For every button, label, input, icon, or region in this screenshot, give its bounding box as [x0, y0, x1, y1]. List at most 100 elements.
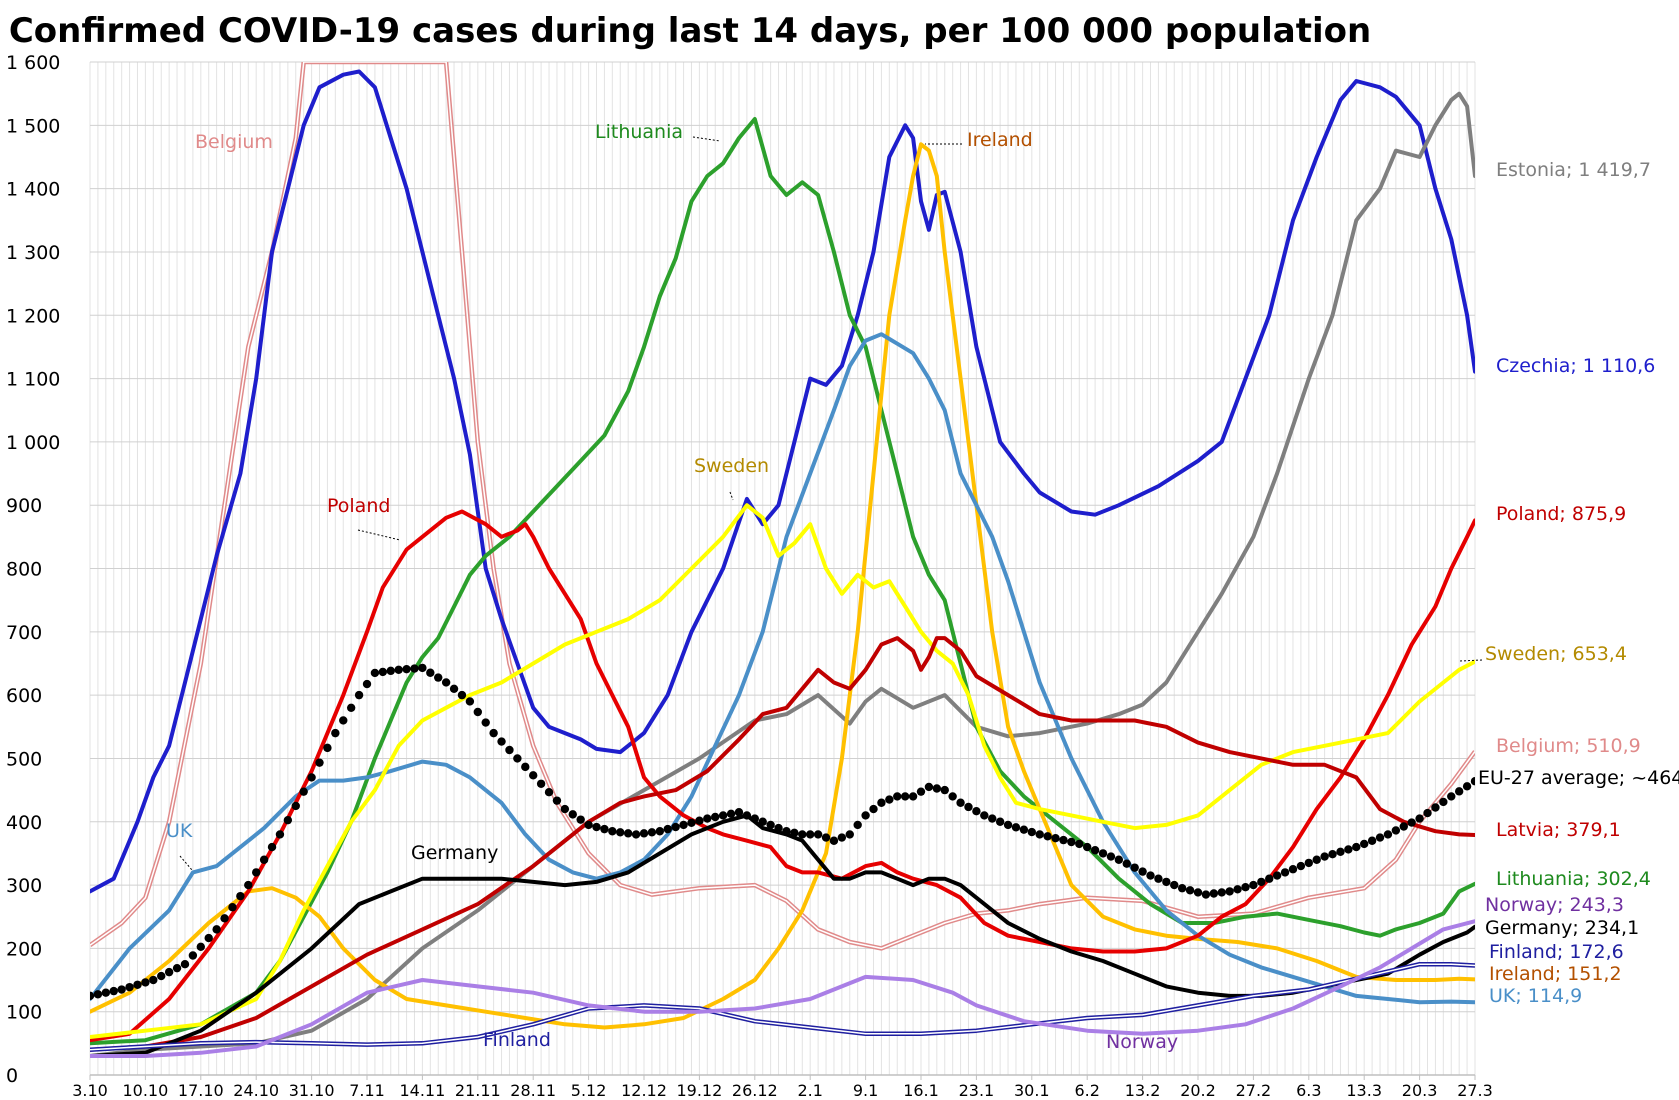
series-estonia-line — [90, 91, 1475, 1058]
x-tick-label: 21.11 — [455, 1081, 501, 1100]
series-eu-27-average-point — [1154, 874, 1163, 883]
series-eu-27-average-point — [877, 798, 886, 807]
label-leader-line — [357, 529, 401, 541]
series-czechia-line — [90, 69, 1475, 894]
series-eu-27-average-point — [1035, 830, 1044, 839]
series-eu-27-average-point — [252, 868, 261, 877]
x-tick-label: 12.12 — [621, 1081, 667, 1100]
series-eu-27-average-point — [1415, 814, 1424, 823]
series-eu-27-average-point — [718, 811, 728, 820]
series-eu-27-average-point — [418, 663, 427, 673]
series-eu-27-average-point — [908, 792, 918, 801]
x-tick-label: 20.2 — [1180, 1081, 1216, 1100]
label-lithuania-302-4: Lithuania; 302,4 — [1496, 868, 1651, 890]
series-eu-27-average-point — [481, 718, 490, 727]
series-eu-27-average-point — [188, 951, 198, 960]
series-eu-27-average-point — [885, 795, 894, 804]
series-eu-27-average-point — [141, 978, 150, 987]
series-eu-27-average-point — [552, 796, 562, 805]
series-eu-27-average-point — [1106, 852, 1116, 861]
series-eu-27-average-point — [639, 829, 649, 838]
series-eu-27-average-point — [291, 801, 300, 811]
series-eu-27-average-point — [1185, 886, 1195, 895]
x-tick-label: 23.1 — [959, 1081, 995, 1100]
series-eu-27-average-point — [932, 784, 942, 793]
series-eu-27-average-point — [307, 773, 316, 782]
series-norway-line — [90, 919, 1475, 1058]
series-eu-27-average-point — [204, 933, 213, 943]
series-eu-27-average-point — [995, 817, 1005, 826]
series-eu-27-average-point — [813, 830, 823, 839]
x-tick-label: 3.10 — [72, 1081, 108, 1100]
x-tick-label: 5.12 — [571, 1081, 607, 1100]
y-tick-label: 1 500 — [6, 115, 60, 137]
series-eu-27-average-point — [267, 842, 277, 852]
series-sweden-line — [90, 503, 1475, 1039]
series-eu-27-average-point — [172, 963, 182, 973]
series-eu-27-average-point — [473, 707, 482, 717]
series-eu-27-average-point — [560, 804, 570, 814]
series-eu-27-average-point — [631, 830, 641, 839]
series-eu-27-average-point — [449, 684, 459, 693]
series-eu-27-average-point — [1027, 827, 1037, 837]
series-eu-27-average-point — [663, 824, 672, 834]
series-eu-27-average-point — [1201, 890, 1211, 899]
series-latvia-line — [90, 636, 1475, 1052]
series-eu-27-average-point — [1114, 855, 1124, 864]
series-eu-27-average-point — [196, 942, 205, 951]
series-eu-27-average-point — [1067, 837, 1076, 847]
label-poland-875-9: Poland; 875,9 — [1496, 503, 1626, 525]
series-eu-27-average-point — [1296, 861, 1306, 871]
series-eu-27-average-point — [1075, 839, 1084, 849]
series-eu-27-average-point — [505, 745, 514, 755]
series-eu-27-average-point — [346, 703, 356, 712]
y-tick-label: 400 — [6, 812, 42, 834]
series-eu-27-average-point — [1352, 842, 1361, 852]
series-eu-27-average-point — [149, 975, 158, 985]
series-eu-27-average-point — [766, 820, 775, 830]
series-eu-27-average-point — [386, 666, 395, 676]
series-eu-27-average-point — [513, 754, 522, 763]
series-eu-27-average-point — [616, 828, 625, 837]
series-eu-27-average-point — [1454, 787, 1464, 796]
y-tick-label: 700 — [6, 622, 42, 644]
series-eu-27-average-point — [869, 804, 878, 814]
label-norway: Norway — [1106, 1031, 1178, 1053]
y-axis: 0 100 200 300 400 500 600 700 800 900 1 000 1 100 1 … — [6, 52, 60, 1087]
x-tick-label: 13.3 — [1346, 1081, 1382, 1100]
series-eu-27-average-point — [339, 716, 348, 725]
series-eu-27-average-point — [1383, 830, 1393, 839]
series-eu-27-average-point — [900, 792, 910, 801]
y-tick-label: 1 200 — [6, 305, 60, 327]
series-eu-27-average-point — [1051, 834, 1060, 843]
x-tick-label: 6.2 — [1074, 1081, 1099, 1100]
series-eu-27-average-point — [133, 980, 142, 989]
label-ireland-151-2: Ireland; 151,2 — [1489, 963, 1622, 985]
series-eu-27-average-point — [259, 855, 269, 864]
y-tick-label: 1 300 — [6, 242, 60, 264]
x-tick-label: 20.3 — [1402, 1081, 1438, 1100]
label-germany: Germany — [411, 842, 498, 864]
y-tick-label: 300 — [6, 875, 42, 897]
series-finland-line-inner — [90, 963, 1475, 1051]
label-finland: Finland — [483, 1029, 551, 1051]
series-eu-27-average-point — [916, 787, 926, 796]
label-estonia-1-419-7: Estonia; 1 419,7 — [1496, 159, 1651, 181]
label-germany-234-1: Germany; 234,1 — [1485, 917, 1639, 939]
series-eu-27-average-point — [426, 668, 435, 677]
x-tick-label: 26.12 — [732, 1081, 778, 1100]
series-belgium-line-inner — [90, 62, 1475, 950]
series-eu-27-average-point — [1083, 842, 1092, 852]
series-eu-27-average-point — [956, 798, 965, 807]
series-eu-27-average-point — [212, 925, 221, 934]
label-leader-line — [692, 136, 721, 142]
series-eu-27-average-point — [125, 982, 134, 992]
x-tick-label: 24.10 — [233, 1081, 279, 1100]
series-eu-27-average-dots — [90, 663, 1475, 1001]
series-eu-27-average-point — [220, 914, 229, 923]
series-eu-27-average-point — [1407, 818, 1416, 827]
series-eu-27-average-point — [726, 809, 736, 819]
series-eu-27-average-point — [1177, 884, 1187, 893]
series-eu-27-average-point — [1170, 880, 1179, 890]
series-eu-27-average-point — [370, 668, 380, 678]
